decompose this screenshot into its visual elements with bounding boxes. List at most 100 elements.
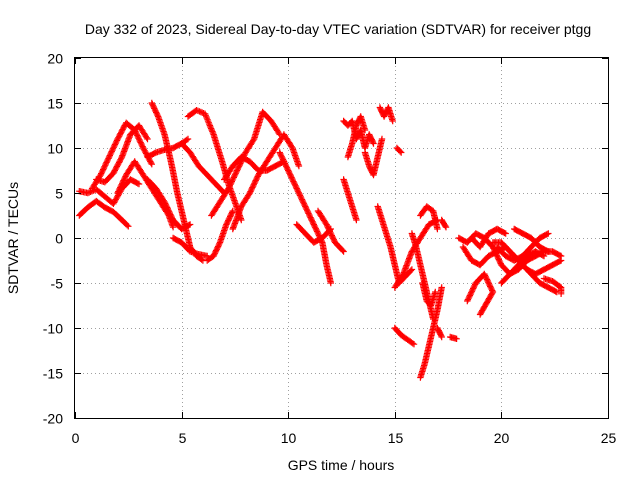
data-point <box>225 185 232 192</box>
y-tick-label: 10 <box>47 141 63 157</box>
data-point <box>275 130 282 137</box>
data-point <box>313 226 320 234</box>
y-tick-labels: -20 -15 -10 -5 0 5 10 15 20 <box>43 51 63 427</box>
data-point <box>167 212 175 219</box>
x-tick-label: 15 <box>388 430 404 446</box>
y-tick-label: 5 <box>55 186 63 202</box>
data-point <box>288 143 295 150</box>
data-point <box>233 167 241 174</box>
data-point <box>164 205 171 213</box>
data-point <box>370 140 377 147</box>
data-point <box>229 207 236 215</box>
data-point <box>251 180 258 187</box>
data-point <box>119 180 126 187</box>
data-point <box>339 247 346 254</box>
data-point <box>115 188 122 195</box>
data-point <box>399 272 406 279</box>
data-point <box>104 156 111 163</box>
data-point <box>122 173 129 180</box>
data-point <box>207 125 215 132</box>
data-point <box>138 142 146 149</box>
data-point <box>116 157 123 165</box>
data-point <box>249 182 257 190</box>
data-points <box>76 99 565 381</box>
data-point <box>408 266 416 273</box>
data-point <box>410 341 418 348</box>
plot-frame <box>74 57 609 419</box>
data-point <box>487 284 495 291</box>
series-arc-r <box>314 207 347 255</box>
data-point <box>545 230 552 237</box>
data-point <box>453 335 460 342</box>
data-point <box>280 157 287 164</box>
data-point <box>102 162 109 169</box>
data-point <box>407 267 414 274</box>
data-point <box>103 158 111 165</box>
data-point <box>229 175 237 182</box>
data-point <box>470 284 477 291</box>
data-point <box>308 217 315 224</box>
data-point <box>112 140 119 147</box>
data-point <box>502 230 509 237</box>
data-point <box>193 107 200 114</box>
data-point <box>253 174 261 181</box>
chart-title: Day 332 of 2023, Sidereal Day-to-day VTE… <box>85 21 591 37</box>
y-tick-label: 15 <box>47 96 63 112</box>
y-axis-title: SDTVAR / TECUs <box>5 182 21 294</box>
data-point <box>186 221 194 228</box>
data-point <box>311 222 318 230</box>
series-arc-j <box>178 140 228 197</box>
data-point <box>327 229 334 236</box>
data-point <box>306 213 313 220</box>
data-point <box>496 257 503 264</box>
data-point <box>124 139 131 147</box>
data-point <box>545 248 552 255</box>
y-tick-label: 20 <box>47 51 63 67</box>
data-point <box>301 201 308 209</box>
data-point <box>340 248 347 255</box>
data-point <box>101 163 108 170</box>
series-arc-m <box>208 108 283 219</box>
data-point <box>105 153 113 161</box>
data-point <box>285 167 292 174</box>
x-tick-label: 10 <box>281 430 297 446</box>
data-point <box>471 282 478 289</box>
series-arc-q <box>293 221 334 246</box>
data-point <box>492 249 499 256</box>
series-arc-aa <box>391 216 441 291</box>
data-point <box>246 189 253 197</box>
series-arc-f <box>148 99 207 264</box>
y-tick-label: 0 <box>55 231 63 247</box>
data-point <box>184 135 192 143</box>
series-arc-ag <box>438 216 450 231</box>
data-point <box>169 224 177 231</box>
y-tick-label: -10 <box>43 321 63 337</box>
data-point <box>476 311 484 318</box>
series-arc-ae <box>417 203 441 233</box>
series-arc-ah <box>447 333 460 342</box>
series-arc-ak <box>464 270 497 318</box>
data-point <box>378 135 386 143</box>
data-point <box>109 145 117 152</box>
data-point <box>298 195 305 202</box>
data-point <box>121 176 128 183</box>
data-point <box>481 270 488 278</box>
data-point <box>468 289 475 296</box>
data-point <box>322 220 329 227</box>
data-point <box>291 152 299 159</box>
data-point <box>160 197 167 204</box>
data-point <box>250 137 257 144</box>
data-point <box>118 155 125 162</box>
data-point <box>111 199 118 206</box>
x-tick-label: 20 <box>494 430 510 446</box>
data-point <box>484 277 491 285</box>
data-point <box>227 179 235 187</box>
y-tick-label: -20 <box>43 411 63 427</box>
y-tick-label: -5 <box>51 276 64 292</box>
data-point <box>140 146 148 153</box>
data-point <box>115 134 122 141</box>
data-point <box>409 340 416 347</box>
data-point <box>277 150 284 158</box>
data-point <box>324 222 331 230</box>
